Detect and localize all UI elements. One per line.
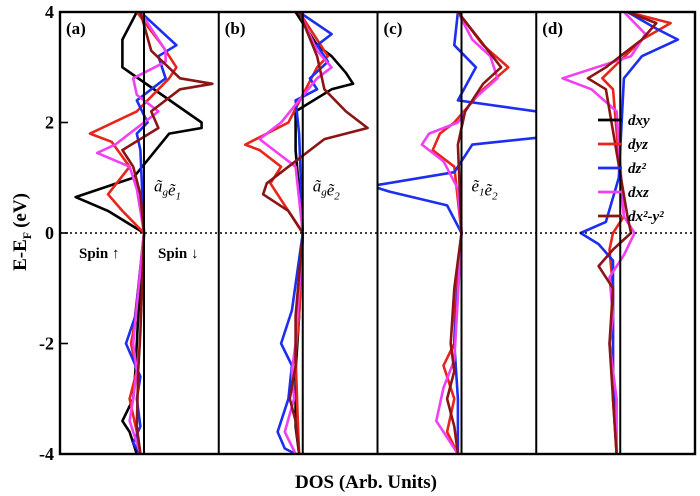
y-tick-label: -2 <box>39 334 54 354</box>
panel-series-group <box>74 12 214 454</box>
series-dxz-line <box>420 12 499 454</box>
panel-c-annotation: ẽ1ẽ2 <box>472 177 499 203</box>
y-axis-label-unit: (eV) <box>10 193 31 228</box>
panel-series-group <box>561 12 680 454</box>
series-dz2-line <box>276 12 333 454</box>
legend: dxy dyz dz² dxz dx²-y² <box>598 113 664 225</box>
panel-a-annotation: ãgẽ1 <box>154 177 181 203</box>
panel-d-label: (d) <box>542 19 563 38</box>
legend-label-dyz: dyz <box>628 137 648 153</box>
panel-d: (d) <box>542 12 680 454</box>
legend-label-dz2: dz² <box>628 161 646 177</box>
y-tick-label: 0 <box>45 223 54 243</box>
legend-label-dx2y2: dx²-y² <box>628 209 664 225</box>
panel-c-label: (c) <box>384 19 403 38</box>
series-dx2y2-line <box>586 12 658 454</box>
legend-label-dxz: dxz <box>628 185 649 201</box>
panel-series-group <box>243 12 369 454</box>
series-dx2y2-line <box>261 12 369 454</box>
legend-label-dxy: dxy <box>628 113 650 129</box>
spin-up-label: Spin ↑ <box>79 246 119 262</box>
y-axis-label-sub: F <box>20 232 34 239</box>
plot-frame <box>58 10 697 456</box>
y-axis-ticks: -4 -2 0 2 4 <box>39 2 68 464</box>
y-tick-label: 2 <box>45 113 54 133</box>
panel-a: (a) ãgẽ1 <box>66 12 214 454</box>
y-tick-label: 4 <box>45 2 54 22</box>
series-dxy-line <box>74 12 203 454</box>
panel-b-label: (b) <box>225 19 246 38</box>
y-axis-label-main: E-E <box>10 239 31 271</box>
series-dx2y2-line <box>121 12 214 454</box>
y-axis-label: E-EF (eV) <box>10 193 34 271</box>
plot-border <box>58 10 697 456</box>
series-dxz-line <box>258 12 333 454</box>
panel-b-annotation: ãgẽ2 <box>313 177 341 203</box>
series-dxy-line <box>294 12 355 454</box>
spin-down-label: Spin ↓ <box>158 246 198 262</box>
y-tick-label: -4 <box>39 444 54 464</box>
panel-b: (b) ãgẽ2 <box>225 12 369 454</box>
x-axis-label: DOS (Arb. Units) <box>295 472 437 493</box>
panel-a-label: (a) <box>66 19 86 38</box>
